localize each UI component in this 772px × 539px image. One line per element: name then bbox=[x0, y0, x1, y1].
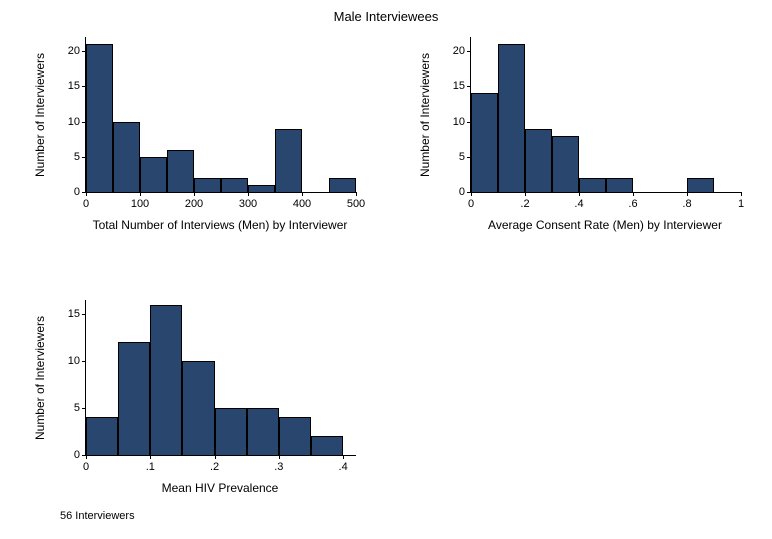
ytick-label: 10 bbox=[68, 116, 80, 128]
xtick-label: 500 bbox=[347, 198, 365, 210]
histogram-bar bbox=[579, 178, 606, 192]
y-axis-label: Number of Interviewers bbox=[418, 52, 432, 176]
xtick bbox=[279, 455, 280, 459]
xtick-label: 300 bbox=[239, 198, 257, 210]
xtick bbox=[343, 455, 344, 459]
histogram-bar bbox=[606, 178, 633, 192]
ytick bbox=[82, 361, 86, 362]
ytick-label: 5 bbox=[74, 151, 80, 163]
xtick bbox=[633, 192, 634, 196]
figure-title: Male Interviewees bbox=[0, 9, 772, 24]
histogram-bar bbox=[167, 150, 194, 192]
xtick bbox=[471, 192, 472, 196]
histogram-bar bbox=[275, 129, 302, 192]
xtick-label: 400 bbox=[293, 198, 311, 210]
xtick-label: 200 bbox=[185, 198, 203, 210]
xtick-label: 0 bbox=[468, 198, 474, 210]
ytick-label: 0 bbox=[74, 186, 80, 198]
histogram-bar bbox=[311, 436, 343, 455]
xtick-label: 100 bbox=[131, 198, 149, 210]
histogram-bar bbox=[248, 185, 275, 192]
ytick bbox=[467, 86, 471, 87]
xtick-label: .6 bbox=[628, 198, 637, 210]
xtick bbox=[150, 455, 151, 459]
xtick bbox=[194, 192, 195, 196]
ytick bbox=[467, 157, 471, 158]
ytick-label: 0 bbox=[74, 449, 80, 461]
histogram-bar bbox=[221, 178, 248, 192]
histogram-bar bbox=[182, 361, 214, 455]
ytick bbox=[82, 408, 86, 409]
xtick-label: .8 bbox=[682, 198, 691, 210]
xtick bbox=[741, 192, 742, 196]
histogram-bar bbox=[329, 178, 356, 192]
xtick-label: 0 bbox=[83, 198, 89, 210]
plot-area: 0510150.1.2.3.4 bbox=[85, 300, 356, 456]
y-axis-label: Number of Interviewers bbox=[33, 315, 47, 439]
xtick bbox=[86, 192, 87, 196]
histogram-bar bbox=[247, 408, 279, 455]
histogram-bar bbox=[552, 136, 579, 192]
ytick-label: 15 bbox=[453, 80, 465, 92]
x-axis-label: Mean HIV Prevalence bbox=[162, 481, 279, 495]
histogram-bar bbox=[118, 342, 150, 455]
xtick bbox=[302, 192, 303, 196]
histogram-bar bbox=[687, 178, 714, 192]
histogram-bar bbox=[140, 157, 167, 192]
plot-area: 051015200.2.4.6.81 bbox=[470, 37, 741, 193]
xtick bbox=[687, 192, 688, 196]
histogram-bar bbox=[498, 44, 525, 192]
xtick bbox=[86, 455, 87, 459]
ytick bbox=[82, 314, 86, 315]
ytick bbox=[82, 86, 86, 87]
histogram-bar bbox=[150, 305, 182, 455]
ytick-label: 15 bbox=[68, 308, 80, 320]
xtick bbox=[525, 192, 526, 196]
xtick-label: 0 bbox=[83, 461, 89, 473]
ytick-label: 10 bbox=[68, 355, 80, 367]
ytick bbox=[467, 51, 471, 52]
ytick-label: 10 bbox=[453, 116, 465, 128]
xtick bbox=[248, 192, 249, 196]
histogram-bar bbox=[215, 408, 247, 455]
xtick-label: .2 bbox=[520, 198, 529, 210]
figure-root: Male Interviewees 0510152001002003004005… bbox=[0, 0, 772, 539]
x-axis-label: Average Consent Rate (Men) by Interviewe… bbox=[488, 218, 722, 232]
xtick-label: .2 bbox=[210, 461, 219, 473]
ytick-label: 5 bbox=[459, 151, 465, 163]
histogram-bar bbox=[86, 44, 113, 192]
ytick-label: 20 bbox=[453, 45, 465, 57]
y-axis-label: Number of Interviewers bbox=[33, 52, 47, 176]
ytick-label: 5 bbox=[74, 402, 80, 414]
histogram-bar bbox=[194, 178, 221, 192]
xtick bbox=[140, 192, 141, 196]
ytick bbox=[82, 51, 86, 52]
histogram-bar bbox=[279, 417, 311, 455]
ytick-label: 0 bbox=[459, 186, 465, 198]
footnote-text: 56 Interviewers bbox=[60, 510, 135, 522]
plot-area: 051015200100200300400500 bbox=[85, 37, 356, 193]
ytick bbox=[82, 157, 86, 158]
xtick bbox=[356, 192, 357, 196]
xtick-label: .4 bbox=[339, 461, 348, 473]
ytick-label: 15 bbox=[68, 80, 80, 92]
xtick-label: .4 bbox=[574, 198, 583, 210]
histogram-bar bbox=[471, 93, 498, 192]
ytick bbox=[82, 122, 86, 123]
xtick-label: 1 bbox=[738, 198, 744, 210]
xtick bbox=[579, 192, 580, 196]
x-axis-label: Total Number of Interviews (Men) by Inte… bbox=[93, 218, 348, 232]
histogram-bar bbox=[86, 417, 118, 455]
histogram-bar bbox=[113, 122, 140, 192]
xtick-label: .1 bbox=[146, 461, 155, 473]
xtick-label: .3 bbox=[274, 461, 283, 473]
ytick bbox=[467, 122, 471, 123]
xtick bbox=[215, 455, 216, 459]
histogram-bar bbox=[525, 129, 552, 192]
ytick-label: 20 bbox=[68, 45, 80, 57]
